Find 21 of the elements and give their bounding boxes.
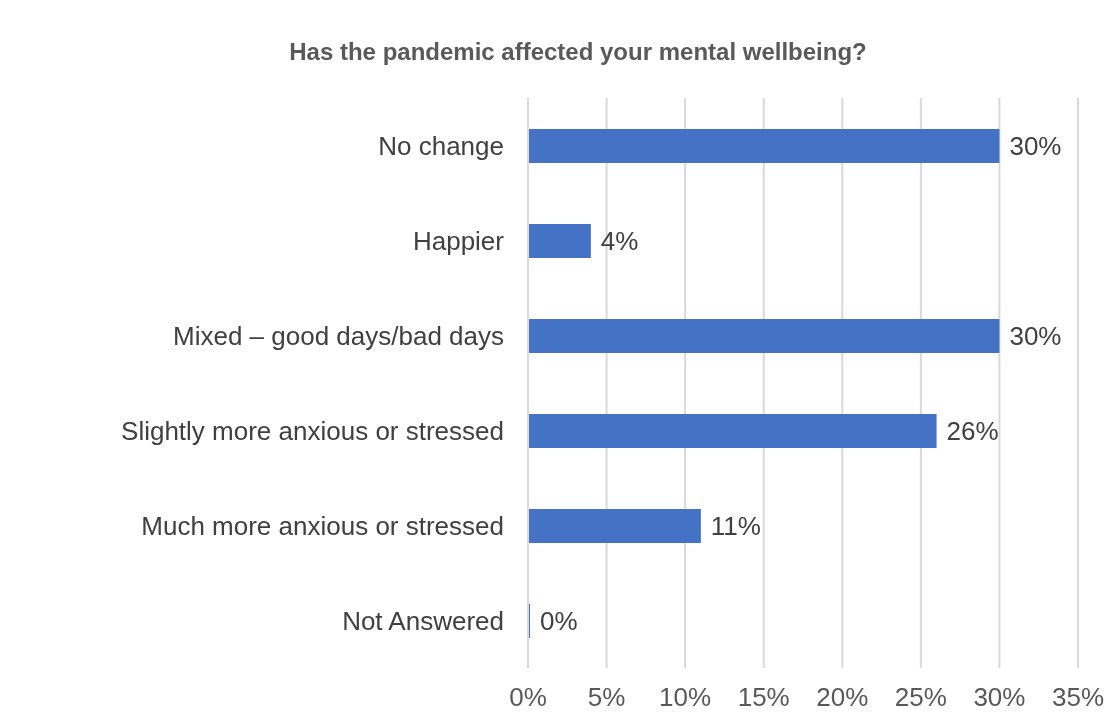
y-tick-label: Happier	[412, 225, 505, 256]
y-tick-label: Mixed – good days/bad days	[173, 320, 504, 351]
data-label: 11%	[710, 511, 761, 542]
x-tick-label: 35%	[1051, 682, 1105, 713]
y-tick-label: Much more anxious or stressed	[141, 510, 504, 541]
x-tick-label: 20%	[816, 682, 869, 713]
chart-title: Has the pandemic affected your mental wellbeing?	[288, 37, 868, 67]
x-tick-label: 30%	[973, 682, 1026, 713]
data-label: 0%	[540, 606, 578, 637]
y-tick-label: Not Answered	[342, 605, 504, 636]
x-tick-label: 0%	[509, 682, 547, 713]
data-label: 4%	[600, 226, 639, 257]
x-tick-label: 10%	[659, 682, 712, 713]
data-label: 30%	[1009, 321, 1062, 352]
x-tick-label: 15%	[737, 682, 790, 713]
y-tick-label: No change	[378, 130, 504, 161]
x-tick-label: 5%	[587, 682, 626, 713]
y-tick-label: Slightly more anxious or stressed	[121, 415, 504, 446]
data-label: 30%	[1009, 131, 1062, 162]
data-label: 26%	[946, 416, 999, 447]
x-tick-label: 25%	[894, 682, 947, 713]
